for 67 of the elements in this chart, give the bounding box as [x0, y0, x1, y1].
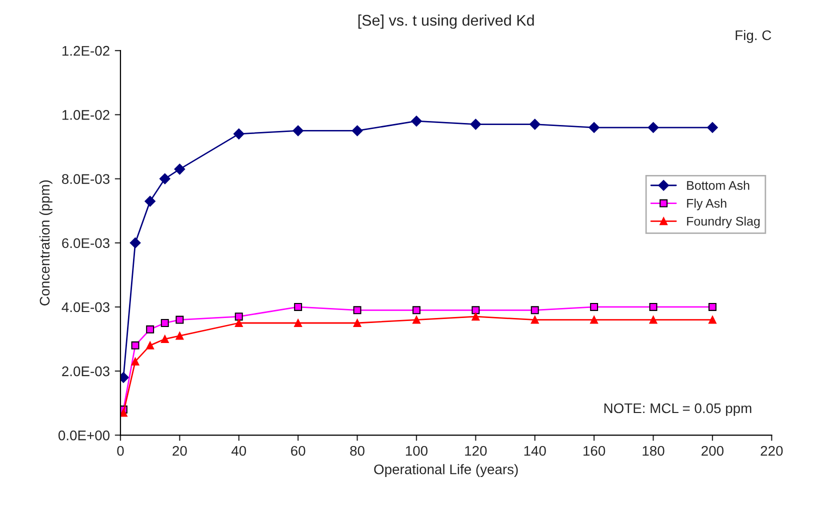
point — [352, 125, 363, 136]
x-tick-label: 60 — [291, 446, 306, 456]
point — [233, 128, 244, 140]
point — [588, 122, 600, 133]
point — [353, 319, 362, 327]
y-tick-label: 0.0E+00 — [58, 430, 110, 440]
y-tick-label: 8.0E-03 — [62, 174, 110, 184]
point — [294, 319, 302, 327]
legend-label: Bottom Ash — [687, 180, 750, 190]
y-tick-label: 6.0E-03 — [62, 238, 110, 248]
point — [144, 196, 156, 207]
point — [412, 306, 420, 314]
point — [130, 237, 141, 248]
x-tick-label: 20 — [172, 446, 187, 456]
y-tick-label: 4.0E-03 — [62, 302, 110, 312]
point — [648, 122, 659, 133]
point — [131, 357, 140, 366]
point — [472, 306, 480, 314]
x-tick-label: 0 — [117, 446, 124, 456]
point — [120, 408, 128, 417]
point — [529, 118, 540, 130]
legend-label: Fly Ash — [687, 198, 726, 210]
x-tick-label: 200 — [702, 446, 724, 456]
point — [176, 332, 184, 340]
point — [353, 306, 362, 314]
point — [292, 125, 304, 136]
point — [530, 306, 539, 314]
point — [707, 122, 718, 133]
x-tick-label: 100 — [406, 446, 428, 456]
point — [159, 173, 170, 184]
x-tick-label: 120 — [465, 446, 487, 456]
x-tick-label: 160 — [584, 446, 606, 456]
point — [176, 316, 184, 324]
point — [131, 341, 140, 350]
point — [411, 116, 422, 127]
x-tick-label: 140 — [524, 446, 546, 456]
x-tick-label: 220 — [760, 446, 783, 456]
point — [412, 316, 420, 324]
point — [146, 325, 154, 334]
x-tick-label: 80 — [350, 446, 364, 456]
point — [174, 164, 186, 175]
legend-label: Foundry Slag — [687, 216, 760, 228]
y-axis-title: Concentration (ppm) — [39, 180, 52, 306]
point — [590, 302, 598, 311]
point — [708, 316, 716, 324]
x-tick-label: 180 — [642, 446, 664, 456]
point — [234, 312, 243, 321]
point — [160, 319, 169, 327]
point — [708, 302, 716, 311]
text: Fig. C — [736, 30, 772, 43]
point — [649, 302, 658, 311]
point — [160, 335, 169, 344]
point — [649, 316, 658, 324]
point — [294, 302, 302, 311]
point — [234, 319, 243, 327]
y-tick-label: 1.2E-02 — [62, 46, 110, 56]
chart-title: [Se] vs. t using derived Kd — [358, 14, 534, 29]
y-tick-label: 2.0E-03 — [62, 366, 110, 376]
x-tick-label: 40 — [231, 446, 246, 456]
x-axis-title: Operational Life (years) — [374, 464, 518, 478]
point — [472, 312, 480, 321]
y-tick-label: 1.0E-02 — [62, 110, 110, 120]
point — [470, 118, 482, 130]
point — [146, 341, 154, 350]
point — [590, 316, 598, 324]
annotation: NOTE: MCL = 0.05 ppm — [604, 403, 752, 416]
point — [530, 316, 539, 324]
